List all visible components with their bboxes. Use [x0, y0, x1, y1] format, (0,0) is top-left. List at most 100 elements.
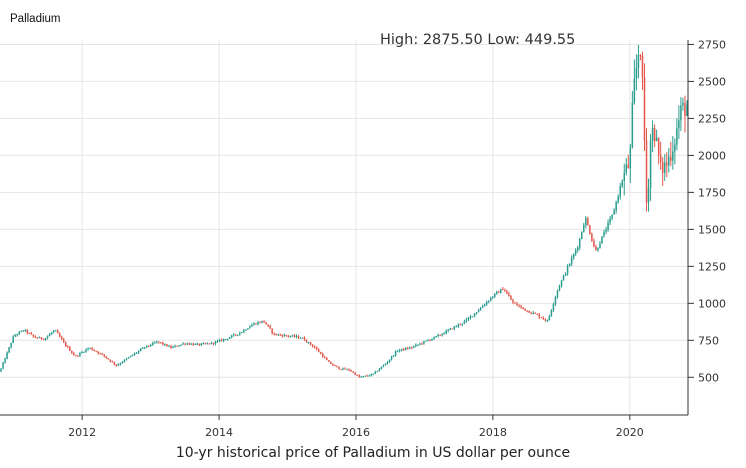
candle-up — [581, 232, 583, 239]
candle-down — [439, 334, 441, 336]
candle-up — [678, 120, 680, 129]
candle-down — [526, 310, 528, 312]
candle-up — [483, 304, 486, 307]
candle-down — [528, 310, 530, 313]
candle-down — [192, 343, 195, 345]
candle-up — [224, 338, 227, 340]
grid-lines — [0, 40, 688, 415]
candle-up — [16, 334, 18, 336]
candle-down — [504, 290, 506, 292]
x-tick-label: 2018 — [479, 426, 507, 439]
candle-up — [382, 365, 385, 367]
candle-up — [202, 343, 205, 345]
candle-up — [647, 187, 650, 203]
candle-down — [275, 333, 277, 336]
candle-down — [518, 305, 520, 307]
candle-down — [311, 344, 314, 347]
candle-down — [530, 312, 532, 314]
candle-up — [14, 335, 16, 337]
y-tick-label: 2500 — [698, 75, 726, 88]
candle-down — [273, 333, 275, 335]
candle-up — [200, 343, 203, 346]
candle-up — [48, 334, 51, 337]
candle-down — [93, 349, 95, 351]
candle-down — [297, 335, 300, 338]
candle-down — [58, 333, 61, 337]
x-tick-label: 2020 — [616, 426, 644, 439]
candle-up — [532, 312, 534, 314]
candle-up — [686, 104, 688, 117]
candle-up — [560, 280, 563, 286]
candle-down — [285, 334, 288, 336]
candle-up — [477, 310, 480, 313]
candle-down — [538, 314, 541, 318]
candle-up — [10, 343, 12, 348]
candle-down — [162, 342, 164, 345]
candle-down — [356, 374, 358, 376]
candle-down — [271, 328, 273, 334]
candle-up — [566, 266, 569, 274]
candle-up — [398, 350, 401, 352]
candle-down — [305, 340, 308, 343]
y-tick-label: 2000 — [698, 149, 726, 162]
candle-up — [558, 285, 561, 291]
candle-up — [409, 347, 411, 349]
candle-down — [303, 337, 306, 341]
candle-up — [423, 341, 425, 344]
candle-up — [24, 329, 27, 331]
candle-down — [502, 288, 504, 291]
candle-up — [461, 323, 464, 325]
candle-up — [457, 324, 460, 327]
candle-up — [226, 338, 229, 340]
y-tick-label: 2750 — [698, 38, 726, 51]
candle-up — [18, 331, 20, 335]
candle-down — [97, 351, 99, 354]
candle-up — [479, 307, 482, 311]
candle-up — [243, 329, 245, 332]
candle-up — [631, 102, 634, 148]
y-tick-label: 1000 — [698, 297, 726, 310]
candle-down — [402, 348, 405, 350]
candle-down — [352, 371, 354, 373]
chart-caption: 10-yr historical price of Palladium in U… — [175, 445, 571, 461]
candle-up — [164, 344, 166, 346]
candle-down — [77, 355, 79, 357]
x-tick-label: 2016 — [342, 426, 370, 439]
candle-down — [544, 319, 547, 321]
candle-up — [491, 296, 494, 298]
candle-up — [299, 337, 302, 339]
candle-up — [135, 352, 138, 354]
candle-up — [20, 330, 23, 332]
candle-up — [417, 344, 419, 346]
candle-up — [603, 231, 605, 237]
candle-up — [394, 351, 397, 356]
candle-up — [253, 323, 255, 325]
candle-up — [609, 218, 611, 223]
candle-down — [321, 353, 324, 357]
candle-up — [599, 243, 601, 248]
candle-down — [508, 293, 510, 297]
candle-up — [0, 368, 2, 372]
y-tick-label: 1750 — [698, 186, 726, 199]
candle-down — [212, 342, 215, 344]
candle-down — [42, 338, 45, 340]
candle-down — [358, 375, 360, 378]
candle-up — [597, 247, 599, 251]
candle-down — [336, 365, 338, 367]
candle-down — [287, 335, 290, 337]
candle-up — [376, 371, 379, 373]
candle-up — [342, 368, 344, 370]
candle-down — [67, 346, 69, 348]
candle-up — [190, 343, 192, 345]
candle-up — [425, 340, 427, 342]
candle-up — [143, 347, 146, 349]
candle-up — [469, 316, 472, 318]
candle-up — [427, 340, 429, 342]
candle-up — [449, 328, 451, 330]
candle-down — [158, 341, 160, 343]
candle-down — [421, 343, 423, 345]
candle-up — [360, 376, 362, 378]
candle-down — [540, 317, 543, 319]
candle-up — [390, 356, 393, 360]
candle-up — [241, 331, 243, 333]
